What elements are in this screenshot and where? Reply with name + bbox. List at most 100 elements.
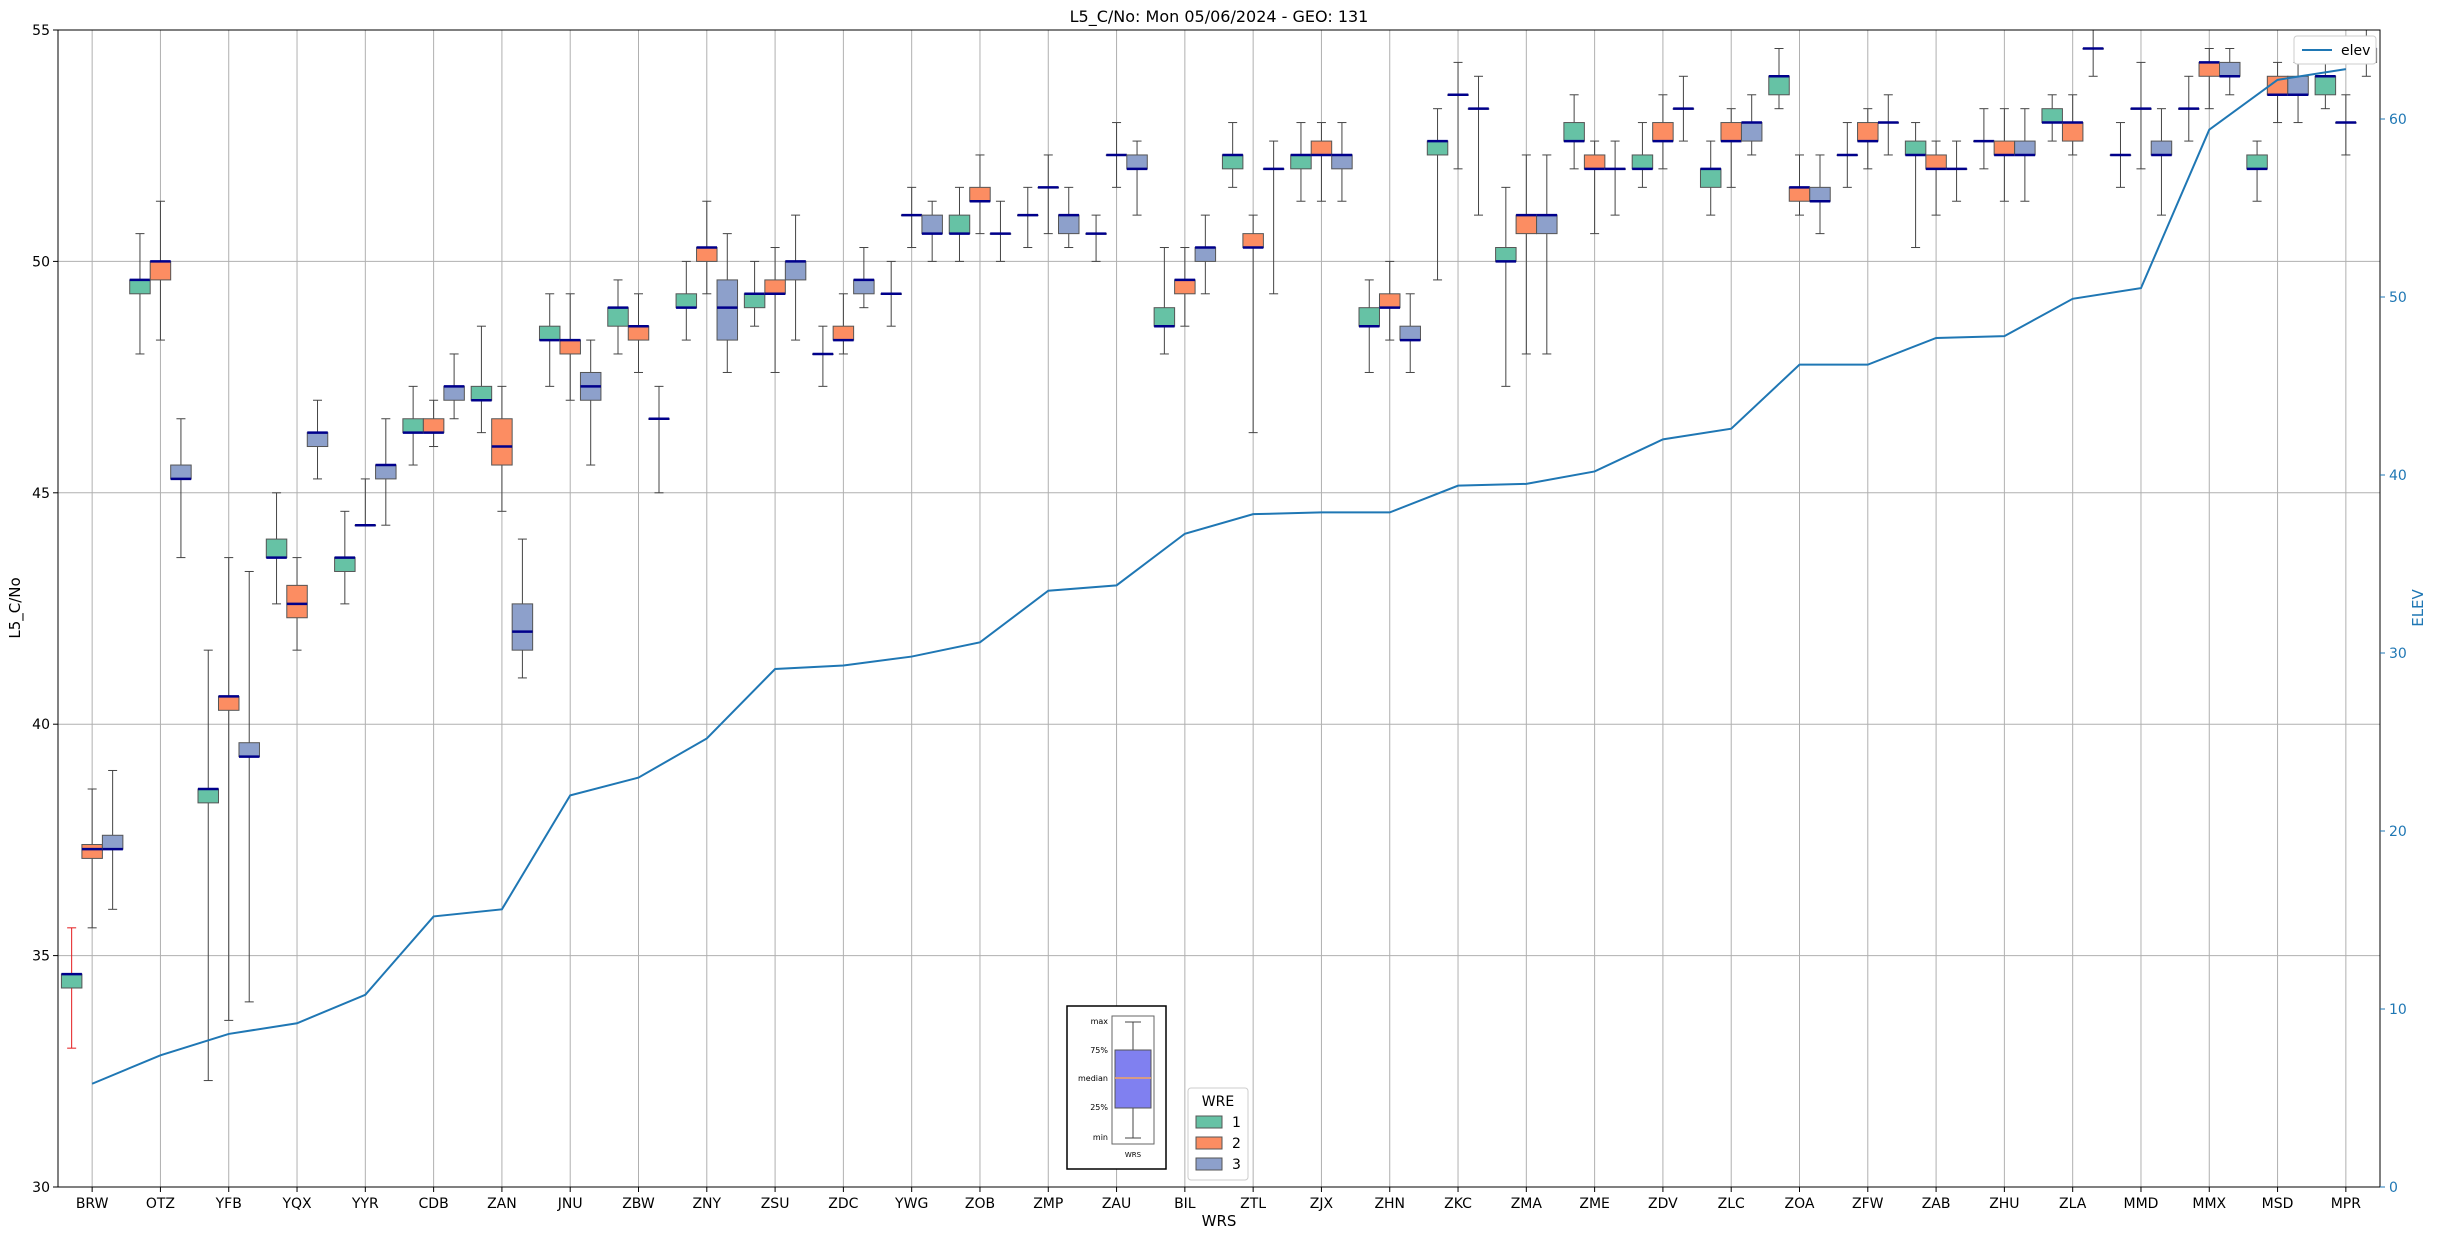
box-iqr: [607, 307, 629, 327]
box-iqr: [286, 584, 308, 619]
box-iqr: [491, 418, 513, 466]
box-ZAN-wre1: [470, 325, 493, 434]
box-iqr: [1515, 214, 1538, 235]
box-iqr: [2314, 75, 2337, 96]
box-MSD-wre1: [2246, 140, 2268, 202]
x-tick-label: JNU: [557, 1196, 583, 1212]
x-tick-label: MSD: [2262, 1196, 2294, 1212]
wre-legend: WRE 1 2 3: [1187, 1087, 1249, 1181]
box-ZAB-wre1: [1904, 122, 1927, 249]
x-tick-label: BRW: [76, 1196, 109, 1212]
y-tick-label: 45: [32, 486, 50, 502]
x-tick-label: MMD: [2123, 1196, 2158, 1212]
box-iqr: [538, 325, 561, 341]
box-iqr: [675, 293, 698, 309]
box-ZBW-wre1: [607, 279, 629, 355]
box-ZDV-wre2: [1652, 94, 1674, 170]
x-tick-label: MPR: [2331, 1196, 2362, 1212]
box-ZFW-wre2: [1857, 108, 1879, 170]
box-CDB-wre2: [422, 399, 445, 448]
box-iqr: [1310, 140, 1333, 156]
y-axis-label: L5_C/No: [6, 577, 25, 638]
y-tick-label: 55: [32, 23, 50, 39]
box-iqr: [764, 279, 786, 295]
legend-swatch-1: [1195, 1115, 1223, 1129]
x-tick-label: ZAU: [1102, 1196, 1131, 1212]
y2-tick-label: 30: [2389, 646, 2407, 662]
key-label: median: [1078, 1074, 1108, 1083]
box-iqr: [197, 788, 219, 804]
box-YQX-wre1: [265, 492, 288, 605]
box-ZAU-wre3: [1126, 140, 1148, 216]
box-iqr: [1720, 122, 1742, 142]
x-tick-label: BIL: [1174, 1196, 1196, 1212]
box-iqr: [784, 260, 807, 281]
box-ZJX-wre1: [1290, 122, 1312, 202]
box-iqr: [627, 325, 650, 341]
x-tick-label: ZHN: [1374, 1196, 1405, 1212]
box-iqr: [1652, 122, 1674, 142]
box-iqr: [716, 279, 739, 341]
box-iqr: [101, 834, 124, 850]
box-iqr: [60, 973, 83, 989]
box-iqr: [832, 325, 855, 341]
x-axis-label: WRS: [1202, 1212, 1237, 1230]
box-iqr: [1495, 247, 1517, 262]
box-ZOA-wre1: [1768, 48, 1790, 110]
box-iqr: [443, 385, 465, 401]
box-ZSU-wre1: [743, 260, 766, 327]
box-ZME-wre2: [1583, 140, 1606, 235]
box-iqr: [1358, 307, 1380, 327]
y2-tick-label: 10: [2389, 1002, 2407, 1018]
box-MSD-wre2: [2266, 61, 2289, 124]
box-YFB-wre3: [238, 570, 260, 1003]
box-ZOB-wre1: [948, 186, 971, 262]
box-iqr: [217, 695, 240, 711]
box-ZHU-wre1: [1973, 108, 1995, 170]
box-iqr: [1194, 247, 1217, 262]
box-iqr: [1809, 186, 1831, 202]
x-tick-label: ZOB: [965, 1196, 995, 1212]
box-iqr: [306, 432, 329, 448]
box-ZKC-wre2: [1447, 61, 1469, 170]
y2-tick-label: 50: [2389, 290, 2407, 306]
box-iqr: [2061, 122, 2084, 142]
plot-frame: [57, 29, 2381, 1188]
box-ZOA-wre3: [1809, 154, 1831, 235]
box-iqr: [1631, 154, 1654, 170]
box-BIL-wre3: [1194, 214, 1217, 295]
box-ZLA-wre3: [2082, 29, 2104, 77]
x-tick-label: OTZ: [146, 1196, 175, 1212]
elev-legend: elev: [2293, 35, 2377, 65]
x-tick-label: ZDV: [1648, 1196, 1678, 1212]
box-JNU-wre2: [559, 293, 581, 401]
key-label: max: [1091, 1017, 1109, 1026]
box-iqr: [1993, 140, 2016, 156]
box-YFB-wre2: [217, 557, 240, 1021]
box-ZNY-wre2: [696, 200, 718, 295]
box-ZTL-wre1: [1221, 122, 1244, 188]
box-iqr: [129, 279, 151, 295]
box-iqr: [1740, 122, 1763, 142]
box-ZMA-wre1: [1495, 186, 1517, 387]
y2-tick-label: 40: [2389, 468, 2407, 484]
box-iqr: [238, 742, 260, 758]
chart-title: L5_C/No: Mon 05/06/2024 - GEO: 131: [1070, 7, 1369, 27]
box-iqr: [2041, 108, 2063, 124]
box-ZSU-wre2: [764, 247, 786, 373]
legend-label-1: 1: [1232, 1115, 1241, 1131]
box-iqr: [2219, 61, 2241, 77]
x-tick-label: YFB: [215, 1196, 242, 1212]
box-iqr: [1788, 186, 1811, 202]
box-ZFW-wre3: [1877, 94, 1900, 156]
x-tick-label: ZHU: [1989, 1196, 2019, 1212]
x-tick-label: ZFW: [1852, 1196, 1884, 1212]
box-ZAU-wre1: [1085, 214, 1107, 262]
box-MMX-wre3: [2219, 48, 2241, 96]
box-ZBW-wre2: [627, 293, 650, 373]
box-iqr: [1563, 122, 1585, 142]
box-ZME-wre3: [1604, 140, 1626, 216]
x-tick-label: ZOA: [1785, 1196, 1815, 1212]
x-tick-label: ZSU: [761, 1196, 790, 1212]
